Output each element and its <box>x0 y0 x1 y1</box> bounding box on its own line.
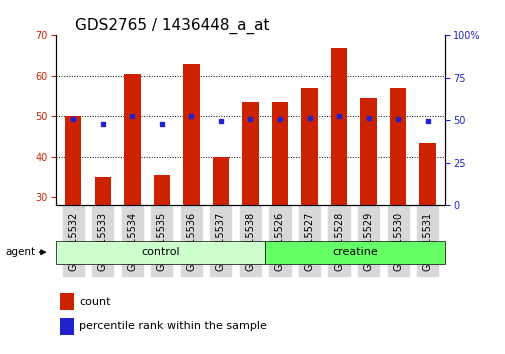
Bar <box>94 177 111 205</box>
Bar <box>271 102 287 205</box>
Text: GDS2765 / 1436448_a_at: GDS2765 / 1436448_a_at <box>75 18 269 34</box>
Text: control: control <box>141 247 179 257</box>
Text: agent: agent <box>5 247 35 257</box>
Bar <box>124 74 140 205</box>
Bar <box>419 143 435 205</box>
Bar <box>265 241 444 264</box>
Bar <box>213 157 229 205</box>
Bar <box>389 88 406 205</box>
Bar <box>301 88 317 205</box>
Bar <box>183 64 199 205</box>
Text: creatine: creatine <box>332 247 377 257</box>
Bar <box>242 102 258 205</box>
Bar <box>154 175 170 205</box>
Bar <box>60 293 73 310</box>
Bar <box>330 47 346 205</box>
Bar <box>60 318 73 335</box>
Text: percentile rank within the sample: percentile rank within the sample <box>79 321 266 331</box>
Bar <box>360 98 376 205</box>
Text: count: count <box>79 297 110 307</box>
Bar <box>65 116 81 205</box>
Bar <box>56 241 265 264</box>
